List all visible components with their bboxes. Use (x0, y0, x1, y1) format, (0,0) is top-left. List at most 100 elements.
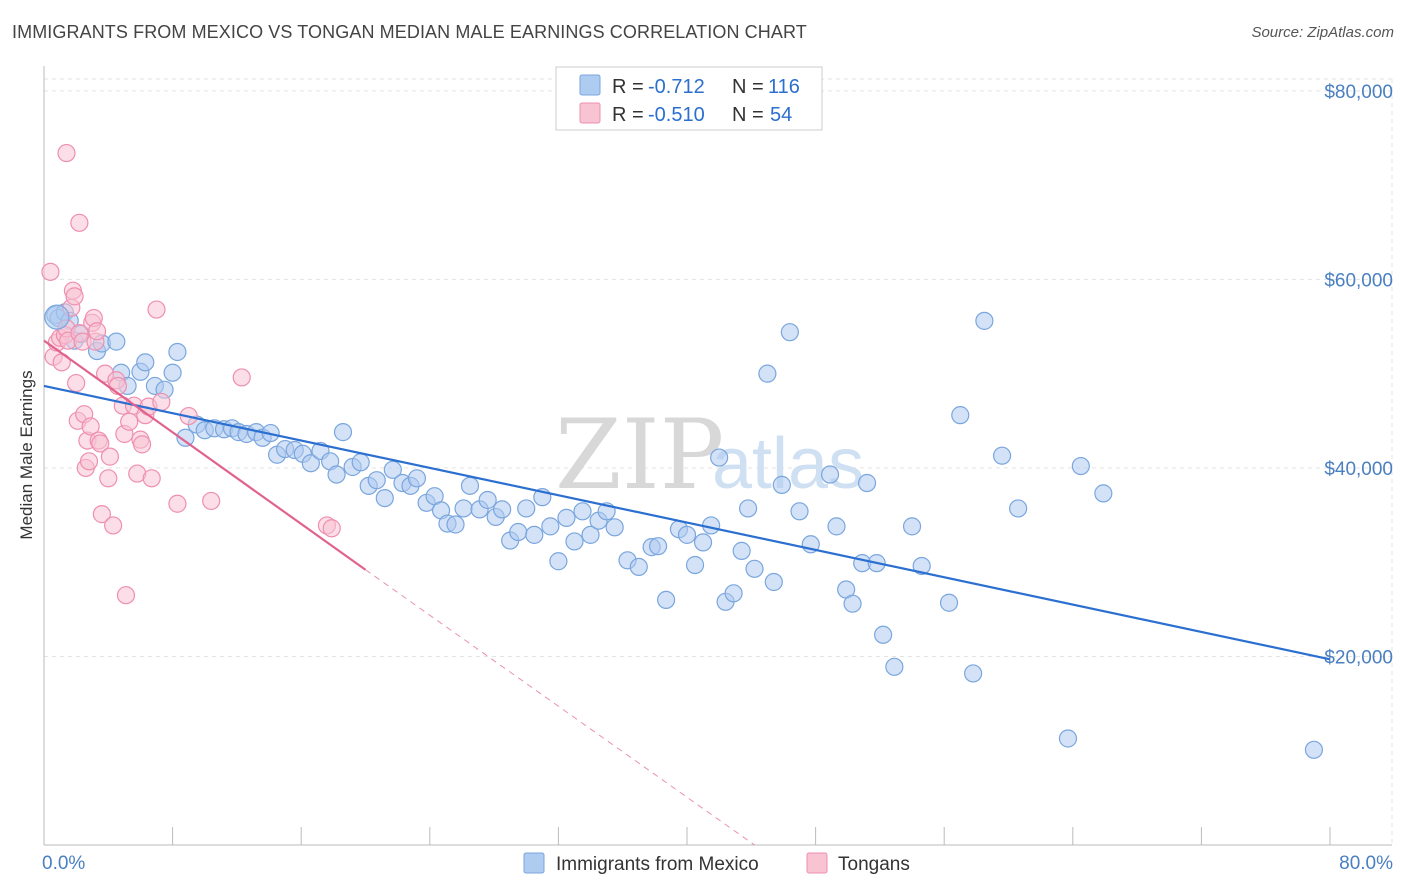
legend-swatch-tongans (806, 852, 828, 874)
watermark: ZIP atlas (555, 399, 864, 511)
point-mexico (772, 475, 791, 494)
point-tongans (202, 491, 221, 511)
point-mexico (964, 664, 983, 683)
point-tongans (168, 494, 187, 513)
legend-swatch-mexico (579, 74, 601, 96)
point-mexico (407, 469, 427, 488)
chart-title: IMMIGRANTS FROM MEXICO VS TONGAN MEDIAN … (12, 22, 807, 42)
point-mexico (1094, 484, 1113, 503)
point-mexico (446, 515, 465, 534)
watermark-atlas: atlas (712, 424, 864, 504)
point-mexico (176, 428, 195, 447)
point-mexico (724, 584, 743, 603)
point-tongans (147, 300, 166, 319)
point-tongans (142, 469, 161, 488)
point-mexico (732, 541, 751, 560)
point-mexico (168, 342, 187, 362)
point-mexico (478, 490, 497, 510)
x-tick-labels: 0.0% 80.0% (42, 853, 1393, 874)
point-mexico (992, 446, 1012, 465)
point-tongans (322, 519, 341, 538)
point-tongans (91, 434, 110, 453)
point-mexico (301, 454, 320, 473)
point-mexico (581, 525, 600, 544)
point-mexico (939, 593, 959, 612)
point-mexico (912, 556, 931, 576)
point-tongans (65, 287, 84, 306)
point-mexico (1058, 729, 1078, 748)
legend-r-label: R = (612, 104, 644, 126)
point-tongans (92, 505, 111, 524)
point-mexico (493, 500, 512, 519)
point-tongans (152, 392, 171, 412)
point-mexico (827, 517, 846, 536)
legend-swatch-mexico (523, 852, 545, 874)
point-mexico (136, 353, 155, 372)
trend-line-mexico (43, 384, 1331, 661)
point-tongans (108, 376, 128, 396)
point-tongans (120, 412, 139, 431)
point-mexico (874, 625, 893, 644)
point-mexico (163, 363, 182, 382)
legend-r-value: -0.510 (648, 104, 705, 126)
point-mexico (764, 572, 783, 592)
series-legend: Immigrants from Mexico Tongans (523, 852, 910, 875)
point-mexico (1009, 499, 1028, 518)
point-tongans (232, 368, 251, 387)
point-mexico (758, 364, 777, 383)
point-mexico (677, 525, 697, 544)
point-mexico (375, 488, 394, 508)
trend-line-tongans (43, 339, 367, 571)
point-mexico (902, 517, 922, 536)
x-tick-label: 0.0% (42, 853, 85, 874)
point-tongans (116, 586, 136, 605)
legend-label-mexico: Immigrants from Mexico (556, 854, 759, 875)
point-mexico (351, 453, 370, 472)
point-mexico (843, 594, 862, 613)
point-mexico (710, 448, 729, 467)
point-mexico (685, 555, 705, 575)
point-mexico (605, 518, 624, 537)
point-mexico (565, 532, 584, 551)
legend-n-label: N = (732, 104, 764, 126)
point-mexico (549, 552, 568, 571)
trend-extension-tongans (365, 569, 755, 846)
legend-r-value: -0.712 (648, 76, 705, 98)
source-credit: Source: ZipAtlas.com (1251, 24, 1394, 41)
y-axis-title: Median Male Earnings (17, 370, 36, 539)
y-tick-label: $80,000 (1324, 82, 1393, 103)
point-mexico (885, 657, 904, 676)
point-tongans (67, 373, 86, 393)
legend-swatch-tongans (579, 102, 601, 124)
point-tongans (70, 213, 89, 232)
point-mexico (1304, 740, 1324, 759)
point-mexico (657, 590, 676, 610)
axes (43, 66, 1392, 846)
point-tongans (132, 435, 152, 454)
watermark-zip: ZIP (555, 399, 724, 511)
point-mexico (745, 559, 764, 578)
point-mexico (454, 499, 473, 518)
correlation-legend: R = -0.712 N = 116 R = -0.510 N = 54 (555, 66, 823, 131)
point-mexico (333, 423, 353, 442)
point-mexico (629, 557, 648, 577)
point-tongans (57, 143, 76, 163)
legend-label-tongans: Tongans (838, 854, 910, 875)
point-mexico (1071, 456, 1090, 476)
point-mexico (780, 323, 799, 342)
y-tick-labels: $20,000 $40,000 $60,000 $80,000 (1324, 82, 1393, 669)
point-mexico (790, 502, 809, 521)
point-mexico (820, 465, 840, 484)
point-mexico (107, 332, 126, 351)
legend-n-value: 54 (770, 104, 792, 126)
legend-n-value: 116 (768, 76, 800, 98)
point-mexico (44, 304, 70, 330)
point-mexico (367, 471, 386, 490)
y-tick-label: $40,000 (1324, 459, 1393, 480)
point-mexico (327, 465, 346, 484)
point-mexico (648, 537, 668, 556)
point-mexico (693, 533, 713, 552)
point-mexico (509, 522, 528, 542)
point-mexico (557, 508, 576, 527)
